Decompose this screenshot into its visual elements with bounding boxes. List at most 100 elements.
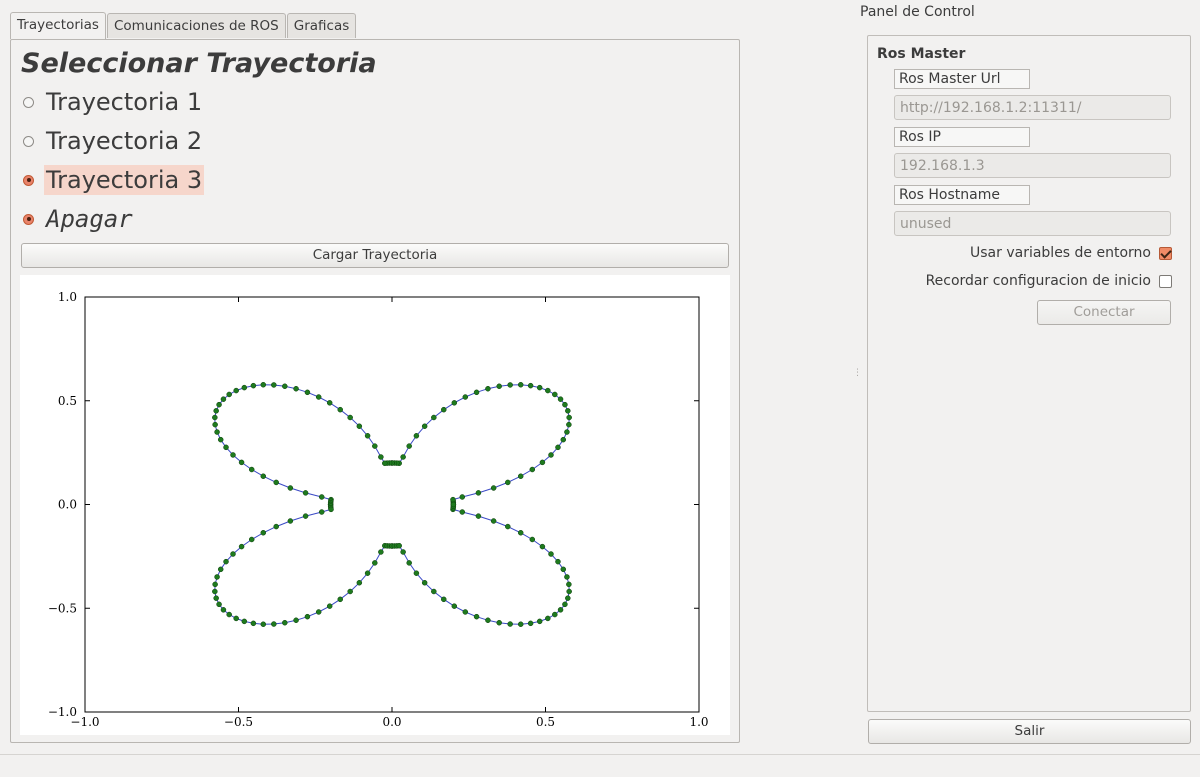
ros-master-group: Ros Master Ros Master Url Ros IP Ros Hos… xyxy=(867,35,1191,712)
x-tick-label: 0.5 xyxy=(536,715,555,729)
ros-ip-field[interactable] xyxy=(894,153,1171,178)
radio-trayectoria-2[interactable]: Trayectoria 2 xyxy=(23,126,204,156)
use-env-checkbox[interactable] xyxy=(1159,246,1172,260)
status-bar xyxy=(0,754,1200,777)
trajectory-point xyxy=(536,618,543,625)
trajectory-point xyxy=(459,509,466,515)
trajectory-point xyxy=(214,429,220,435)
radio-label: Trayectoria 1 xyxy=(46,88,203,116)
trajectory-point xyxy=(287,485,294,491)
trajectory-point xyxy=(233,387,239,394)
trajectory-point xyxy=(565,408,571,414)
trajectory-point xyxy=(223,558,229,565)
radio-trayectoria-3[interactable]: Trayectoria 3 xyxy=(23,165,205,195)
trajectory-point xyxy=(396,542,402,549)
trajectory-point xyxy=(536,384,543,391)
ros-master-url-label: Ros Master Url xyxy=(894,69,1030,89)
trajectory-point xyxy=(566,414,572,421)
trajectory-point xyxy=(441,596,447,603)
trajectory-point xyxy=(337,406,343,413)
trajectory-point xyxy=(250,620,257,627)
trajectory-point xyxy=(213,595,219,601)
trajectory-point xyxy=(496,619,502,626)
trajectory-point xyxy=(372,560,378,566)
plot-svg: −1.0−1.0 −0.5 −0.5 0.0 0.0 0.5 0.5 1.0 1.0 xyxy=(48,290,709,729)
trajectory-point xyxy=(413,433,420,439)
tab-trayectorias[interactable]: Trayectorias xyxy=(10,12,106,39)
remember-config-label: Recordar configuracion de inicio xyxy=(925,273,1151,289)
cargar-trayectoria-button[interactable]: Cargar Trayectoria xyxy=(21,243,729,268)
ros-ip-label: Ros IP xyxy=(894,127,1030,147)
trajectory-point xyxy=(356,423,363,429)
trajectory-point xyxy=(555,444,561,451)
remember-config-row[interactable]: Recordar configuracion de inicio xyxy=(926,273,1172,289)
trajectory-point xyxy=(212,588,218,595)
trajectory-point xyxy=(548,551,554,557)
trajectory-point xyxy=(273,523,279,530)
trajectory-point xyxy=(527,620,534,627)
ros-hostname-field[interactable] xyxy=(894,211,1171,236)
trajectory-point xyxy=(273,479,279,486)
trajectory-point xyxy=(507,621,513,627)
trajectory-point xyxy=(233,615,239,622)
trajectory-point xyxy=(248,466,255,473)
tab-graficas[interactable]: Graficas xyxy=(286,13,357,38)
tab-comunicaciones-ros[interactable]: Comunicaciones de ROS xyxy=(106,13,286,38)
radio-indicator[interactable] xyxy=(23,174,34,186)
trajectory-point xyxy=(248,536,255,543)
trajectory-point xyxy=(450,501,457,508)
trajectory-point xyxy=(347,588,353,595)
trajectory-point xyxy=(293,385,299,392)
trajectory-point xyxy=(315,394,322,400)
trajectory-point xyxy=(260,382,267,388)
trajectory-point xyxy=(302,513,309,519)
trajectory-point xyxy=(212,581,218,588)
radio-indicator[interactable] xyxy=(23,213,34,225)
trajectory-point xyxy=(451,603,458,609)
trajectory-point xyxy=(260,621,267,627)
trajectory-point xyxy=(326,400,333,406)
radio-apagar[interactable]: Apagar xyxy=(23,204,135,234)
trajectory-point xyxy=(223,444,229,451)
trajectory-point xyxy=(555,558,561,565)
remember-config-checkbox[interactable] xyxy=(1159,274,1172,288)
splitter-handle[interactable]: ⋮ xyxy=(853,368,862,378)
trajectory-point xyxy=(217,566,224,573)
x-tick-label: 1.0 xyxy=(689,715,708,729)
radio-indicator[interactable] xyxy=(23,135,34,147)
trajectory-point xyxy=(400,549,406,555)
trajectory-point xyxy=(328,506,334,513)
trajectory-point xyxy=(271,382,277,388)
trajectory-point xyxy=(212,414,218,421)
trajectory-point xyxy=(304,389,311,396)
trajectory-point xyxy=(475,490,482,496)
trayectorias-panel: Seleccionar Trayectoria Trayectoria 1 Tr… xyxy=(10,39,740,743)
trajectory-point xyxy=(238,543,245,550)
trajectory-point xyxy=(431,588,437,595)
trajectory-point xyxy=(490,518,497,524)
trajectory-point xyxy=(347,414,353,421)
trajectory-point xyxy=(302,490,309,496)
trajectory-point xyxy=(431,414,437,421)
salir-button[interactable]: Salir xyxy=(868,719,1191,744)
trajectory-point xyxy=(226,611,232,618)
trajectory-point xyxy=(230,551,236,557)
trajectory-point xyxy=(282,383,288,390)
trajectory-point xyxy=(560,566,567,573)
trajectory-point xyxy=(315,609,322,615)
conectar-button[interactable]: Conectar xyxy=(1037,300,1171,325)
radio-indicator[interactable] xyxy=(23,96,34,108)
trajectory-point xyxy=(505,523,511,530)
trajectory-point xyxy=(560,436,567,443)
trajectory-point xyxy=(517,382,524,388)
use-env-row[interactable]: Usar variables de entorno xyxy=(970,245,1172,261)
ros-master-url-field[interactable] xyxy=(894,95,1171,120)
trajectory-point xyxy=(217,436,224,443)
trajectory-point xyxy=(421,423,428,429)
y-tick-label: 1.0 xyxy=(58,290,77,304)
trajectory-point xyxy=(216,401,222,408)
x-tick-label: −0.5 xyxy=(224,715,253,729)
radio-trayectoria-1[interactable]: Trayectoria 1 xyxy=(23,87,204,117)
trajectory-point xyxy=(566,581,572,588)
group-title: Ros Master xyxy=(877,46,966,62)
